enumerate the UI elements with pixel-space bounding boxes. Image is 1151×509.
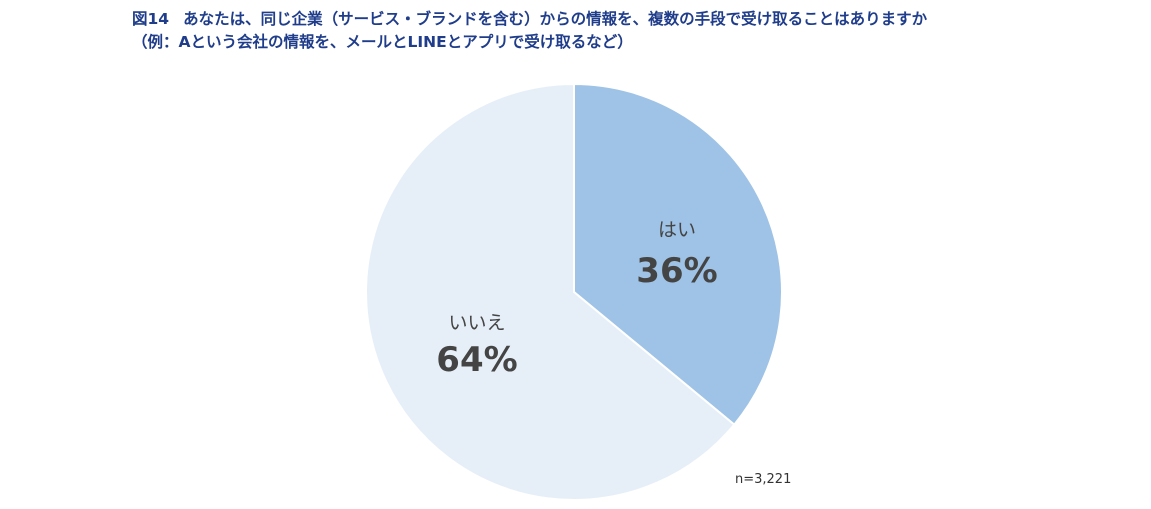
slice-value-no: 64% [436, 340, 517, 380]
slice-label-no: いいえ [448, 312, 505, 334]
pie-slice-yes [573, 82, 783, 426]
pie-slice-no [365, 82, 736, 501]
title-line-2: （例：Aという会社の情報を、メールとLINEとアプリで受け取るなど） [132, 33, 633, 51]
chart-title: 図14 あなたは、同じ企業（サービス・ブランドを含む）からの情報を、複数の手段で受… [132, 8, 1142, 54]
slice-value-yes: 36% [636, 251, 717, 291]
title-question: あなたは、同じ企業（サービス・ブランドを含む）からの情報を、複数の手段で受け取る… [183, 10, 928, 28]
sample-size-note: n=3,221 [735, 472, 792, 487]
title-line-1: 図14 あなたは、同じ企業（サービス・ブランドを含む）からの情報を、複数の手段で受… [132, 8, 1142, 31]
slice-label-yes: はい [658, 219, 696, 241]
figure-number: 図14 [132, 10, 170, 28]
